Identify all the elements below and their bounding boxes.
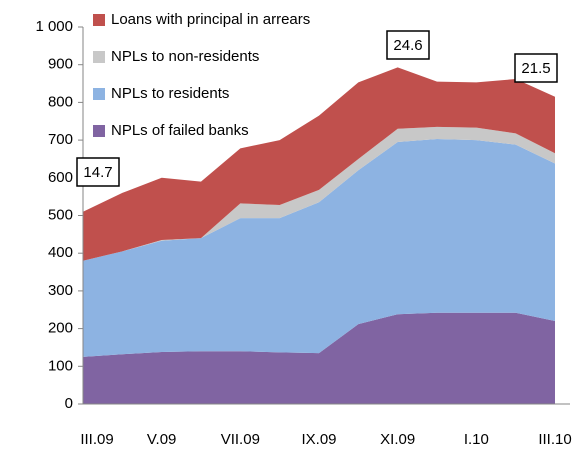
y-tick-label: 0 (65, 395, 73, 412)
y-tick-label: 100 (48, 357, 73, 374)
y-tick-label: 600 (48, 169, 73, 186)
x-tick-label: V.09 (147, 431, 176, 448)
y-tick-label: 900 (48, 56, 73, 73)
y-tick-label: 200 (48, 320, 73, 337)
x-tick-label: VII.09 (221, 431, 260, 448)
legend-swatch (93, 125, 105, 137)
legend-swatch (93, 51, 105, 63)
x-tick-label: III.10 (538, 431, 571, 448)
legend-label: NPLs of failed banks (111, 122, 249, 139)
x-tick-label: IX.09 (301, 431, 336, 448)
legend-swatch (93, 14, 105, 26)
legend-label: NPLs to residents (111, 85, 229, 102)
area (83, 67, 555, 261)
annotation-box (514, 53, 558, 83)
y-tick-label: 400 (48, 244, 73, 261)
y-tick-label: 1 000 (35, 18, 73, 35)
area (83, 312, 555, 404)
annotation-box (76, 157, 120, 187)
y-tick-label: 500 (48, 206, 73, 223)
legend-label: Loans with principal in arrears (111, 11, 310, 28)
x-tick-label: I.10 (464, 431, 489, 448)
area (83, 138, 555, 357)
legend-label: NPLs to non-residents (111, 48, 259, 65)
y-tick-label: 700 (48, 131, 73, 148)
annotation: 21.5 (521, 60, 550, 77)
x-tick-label: III.09 (80, 431, 113, 448)
annotation: 14.7 (83, 164, 112, 181)
annotation-box (386, 30, 430, 60)
legend-swatch (93, 88, 105, 100)
y-tick-label: 800 (48, 93, 73, 110)
annotation: 24.6 (393, 37, 422, 54)
area (83, 126, 555, 261)
x-tick-label: XI.09 (380, 431, 415, 448)
y-tick-label: 300 (48, 282, 73, 299)
